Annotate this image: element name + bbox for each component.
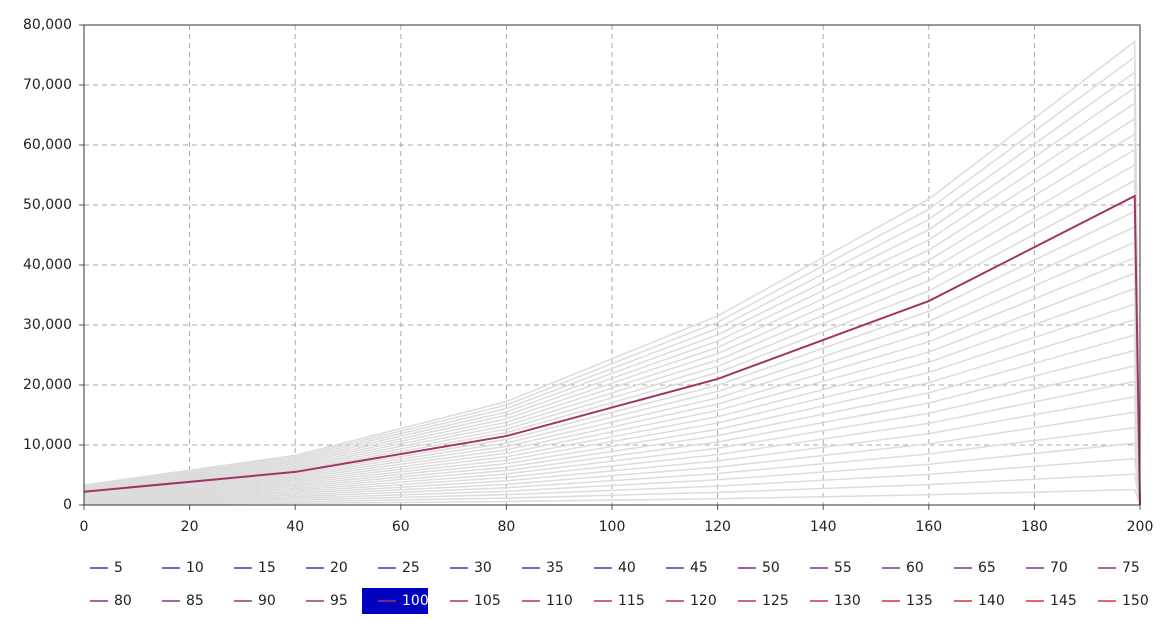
x-tick-label: 100 bbox=[599, 519, 626, 535]
legend-item[interactable]: 55 bbox=[810, 560, 852, 576]
y-tick-label: 40,000 bbox=[23, 257, 72, 273]
legend-label: 30 bbox=[474, 560, 492, 576]
legend-label: 140 bbox=[978, 593, 1005, 609]
legend-item[interactable]: 95 bbox=[306, 593, 348, 609]
legend-label: 95 bbox=[330, 593, 348, 609]
legend-item[interactable]: 75 bbox=[1098, 560, 1140, 576]
legend-item[interactable]: 100 bbox=[362, 588, 429, 614]
legend-label: 105 bbox=[474, 593, 501, 609]
y-tick-label: 70,000 bbox=[23, 77, 72, 93]
legend-label: 100 bbox=[402, 593, 429, 609]
legend-label: 145 bbox=[1050, 593, 1077, 609]
series-line bbox=[83, 473, 1141, 506]
y-tick-label: 20,000 bbox=[23, 377, 72, 393]
legend-item[interactable]: 110 bbox=[522, 593, 573, 609]
legend-label: 75 bbox=[1122, 560, 1140, 576]
legend-label: 5 bbox=[114, 560, 123, 576]
legend-item[interactable]: 125 bbox=[738, 593, 789, 609]
legend-item[interactable]: 145 bbox=[1026, 593, 1077, 609]
legend-item[interactable]: 120 bbox=[666, 593, 717, 609]
legend-item[interactable]: 65 bbox=[954, 560, 996, 576]
x-tick-label: 80 bbox=[497, 519, 515, 535]
legend-label: 40 bbox=[618, 560, 636, 576]
legend-label: 55 bbox=[834, 560, 852, 576]
legend-label: 115 bbox=[618, 593, 645, 609]
x-tick-label: 200 bbox=[1127, 519, 1154, 535]
x-tick-label: 60 bbox=[392, 519, 410, 535]
y-tick-label: 10,000 bbox=[23, 437, 72, 453]
series-line bbox=[83, 194, 1141, 506]
y-tick-label: 80,000 bbox=[23, 17, 72, 33]
legend-label: 65 bbox=[978, 560, 996, 576]
legend-label: 130 bbox=[834, 593, 861, 609]
legend-label: 125 bbox=[762, 593, 789, 609]
series-line bbox=[83, 488, 1141, 506]
series-line bbox=[83, 39, 1141, 506]
legend-item[interactable]: 70 bbox=[1026, 560, 1068, 576]
series-line bbox=[83, 457, 1141, 506]
x-tick-label: 0 bbox=[80, 519, 89, 535]
legend-label: 15 bbox=[258, 560, 276, 576]
series-line bbox=[83, 411, 1141, 506]
y-tick-label: 60,000 bbox=[23, 137, 72, 153]
series-line bbox=[83, 426, 1141, 506]
legend-label: 60 bbox=[906, 560, 924, 576]
x-tick-label: 160 bbox=[915, 519, 942, 535]
legend-item[interactable]: 40 bbox=[594, 560, 636, 576]
legend-label: 85 bbox=[186, 593, 204, 609]
legend-item[interactable]: 135 bbox=[882, 593, 933, 609]
legend-item[interactable]: 5 bbox=[90, 560, 123, 576]
legend-label: 50 bbox=[762, 560, 780, 576]
legend-label: 135 bbox=[906, 593, 933, 609]
legend-label: 120 bbox=[690, 593, 717, 609]
legend-item[interactable]: 90 bbox=[234, 593, 276, 609]
legend-item[interactable]: 115 bbox=[594, 593, 645, 609]
legend-item[interactable]: 25 bbox=[378, 560, 420, 576]
legend-item[interactable]: 150 bbox=[1098, 593, 1149, 609]
legend-item[interactable]: 10 bbox=[162, 560, 204, 576]
legend-label: 90 bbox=[258, 593, 276, 609]
legend-item[interactable]: 140 bbox=[954, 593, 1005, 609]
legend-label: 20 bbox=[330, 560, 348, 576]
legend-item[interactable]: 20 bbox=[306, 560, 348, 576]
legend-label: 10 bbox=[186, 560, 204, 576]
legend-item[interactable]: 30 bbox=[450, 560, 492, 576]
plot-border bbox=[83, 24, 1141, 506]
legend-item[interactable]: 45 bbox=[666, 560, 708, 576]
x-tick-label: 120 bbox=[704, 519, 731, 535]
legend-item[interactable]: 60 bbox=[882, 560, 924, 576]
legend-label: 110 bbox=[546, 593, 573, 609]
legend-item[interactable]: 105 bbox=[450, 593, 501, 609]
legend-label: 70 bbox=[1050, 560, 1068, 576]
legend-item[interactable]: 130 bbox=[810, 593, 861, 609]
series-line bbox=[83, 442, 1141, 506]
x-tick-label: 40 bbox=[286, 519, 304, 535]
x-tick-label: 20 bbox=[181, 519, 199, 535]
legend-label: 35 bbox=[546, 560, 564, 576]
y-tick-label: 0 bbox=[63, 497, 72, 513]
x-tick-label: 140 bbox=[810, 519, 837, 535]
legend-label: 45 bbox=[690, 560, 708, 576]
legend-item[interactable]: 50 bbox=[738, 560, 780, 576]
legend-item[interactable]: 85 bbox=[162, 593, 204, 609]
legend-item[interactable]: 80 bbox=[90, 593, 132, 609]
y-tick-label: 30,000 bbox=[23, 317, 72, 333]
legend-item[interactable]: 15 bbox=[234, 560, 276, 576]
x-tick-label: 180 bbox=[1021, 519, 1048, 535]
legend-label: 80 bbox=[114, 593, 132, 609]
y-tick-label: 50,000 bbox=[23, 197, 72, 213]
legend-item[interactable]: 35 bbox=[522, 560, 564, 576]
legend-label: 150 bbox=[1122, 593, 1149, 609]
legend-label: 25 bbox=[402, 560, 420, 576]
